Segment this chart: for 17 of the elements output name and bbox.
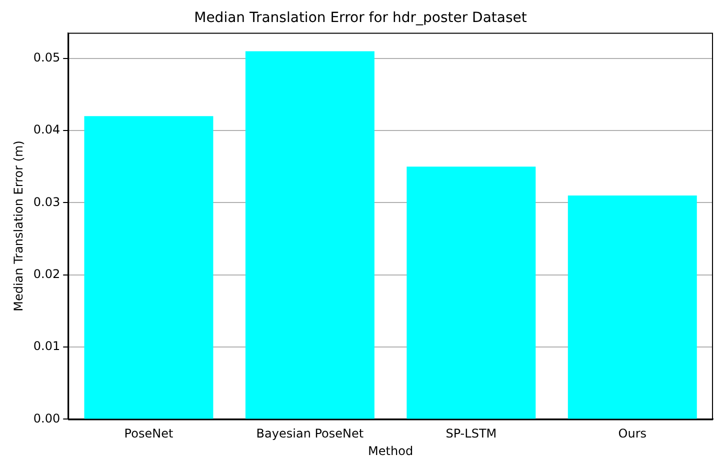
- x-tick-label: SP-LSTM: [446, 426, 497, 441]
- y-axis-title: Median Translation Error (m): [11, 140, 26, 312]
- y-tick-label: 0.01: [33, 339, 60, 354]
- bar: [406, 166, 536, 419]
- bar: [84, 116, 214, 419]
- x-tick-label: PoseNet: [124, 426, 174, 441]
- bar: [245, 51, 374, 419]
- chart-title: Median Translation Error for hdr_poster Dataset: [194, 10, 528, 26]
- y-tick-label: 0.03: [33, 194, 60, 209]
- y-tick-label: 0.00: [33, 411, 60, 426]
- y-tick-label: 0.02: [33, 267, 60, 282]
- y-tick-label: 0.04: [33, 122, 60, 137]
- y-tick-label: 0.05: [33, 50, 60, 65]
- x-tick-label: Bayesian PoseNet: [256, 426, 364, 441]
- bar: [568, 196, 697, 419]
- x-axis-title: Method: [368, 444, 414, 458]
- x-tick-label: Ours: [618, 426, 647, 441]
